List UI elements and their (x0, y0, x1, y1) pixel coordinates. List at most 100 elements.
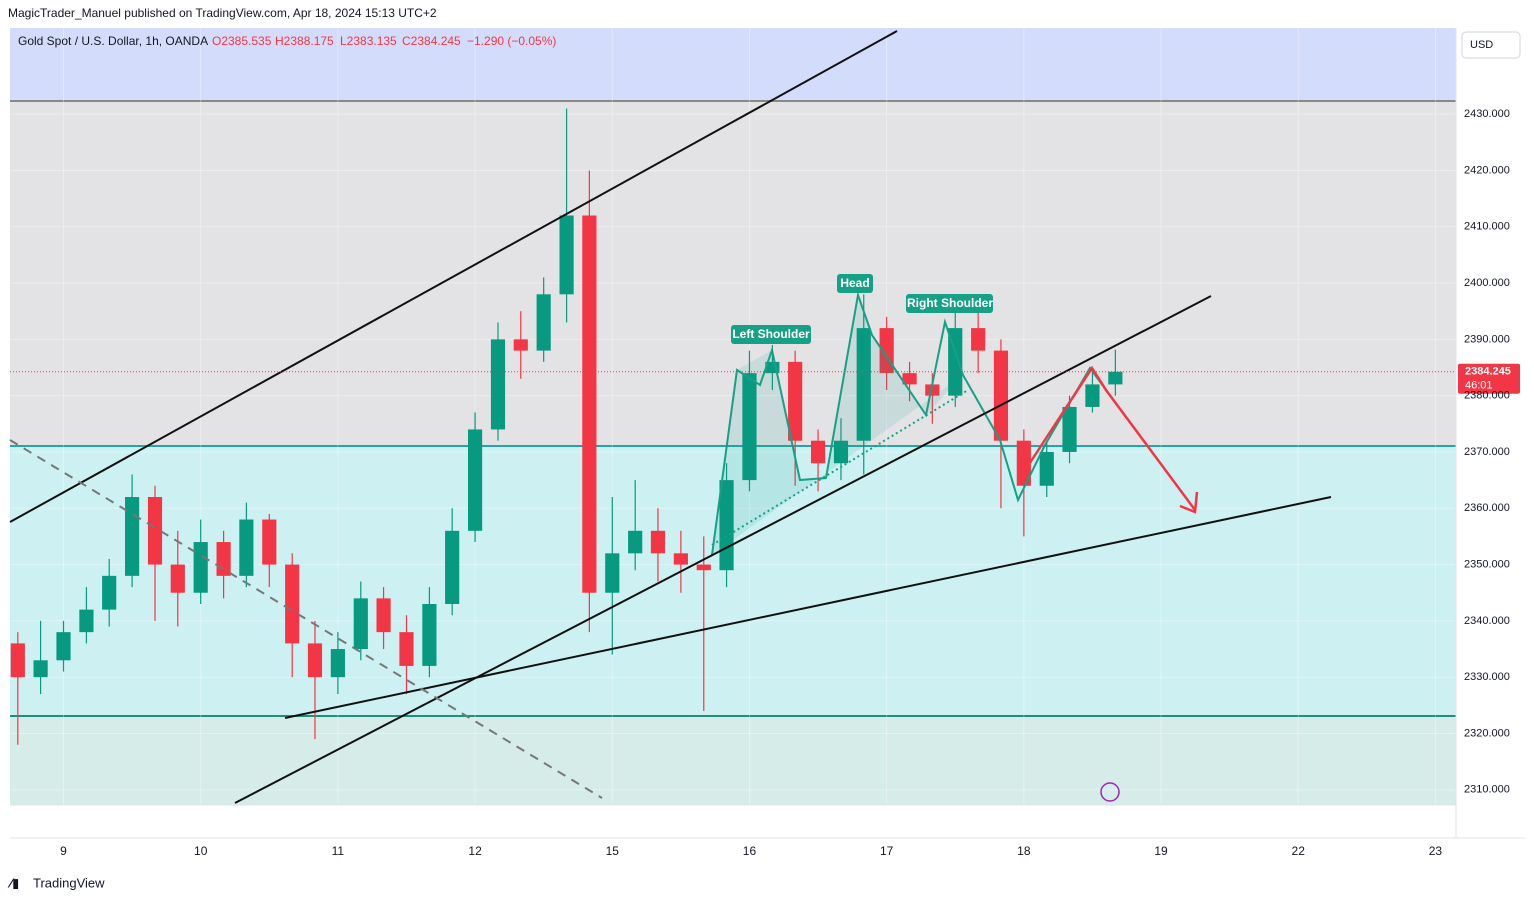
candle-body (1062, 406, 1077, 452)
candle-body (993, 350, 1009, 441)
candle-body (925, 384, 940, 396)
trend-line (9, 30, 898, 523)
projection-arrow (1018, 365, 1197, 511)
candle-body (696, 564, 711, 571)
candle-body (1085, 384, 1100, 407)
y-tick-label: 2350.000 (1464, 558, 1510, 570)
currency[interactable]: USD (1470, 39, 1493, 51)
arrow-head (1179, 491, 1199, 514)
trend-line (284, 496, 1332, 719)
zone-blue (10, 28, 1456, 101)
candle-body (353, 598, 368, 650)
candle-body (125, 497, 140, 576)
x-tick-label: 19 (1154, 844, 1168, 858)
label-box (906, 294, 993, 313)
y-tick-label: 2410.000 (1464, 221, 1510, 233)
candle-body (285, 564, 300, 644)
y-tick-label: 2320.000 (1464, 727, 1510, 739)
candle-body (971, 328, 986, 351)
candle-body (536, 294, 551, 351)
legend: Gold Spot / U.S. Dollar, 1h, OANDA O2385… (18, 34, 556, 48)
currency-button[interactable] (1461, 31, 1521, 59)
candle-body (605, 553, 620, 593)
countdown: 46:01 (1465, 380, 1493, 392)
candle-body (628, 530, 643, 554)
candle-body (56, 632, 71, 661)
candle-body (513, 339, 528, 351)
annotation: Head (840, 276, 869, 290)
candle-body (650, 530, 666, 554)
candle-body (193, 542, 208, 593)
ohlc-low: L2383.135 (340, 34, 397, 48)
candle-body (856, 328, 871, 441)
y-tick-label: 2360.000 (1464, 502, 1510, 514)
candle-body (102, 575, 117, 610)
candle-body (1039, 451, 1054, 486)
candle-body (948, 328, 963, 396)
candle-body (490, 339, 506, 430)
y-tick-label: 2400.000 (1464, 277, 1510, 289)
x-tick-label: 18 (1017, 844, 1031, 858)
y-tick-label: 2420.000 (1464, 164, 1510, 176)
candle-body (239, 519, 254, 576)
candle-body (765, 361, 780, 374)
y-tick-label: 2330.000 (1464, 671, 1510, 683)
x-tick-label: 12 (468, 844, 482, 858)
candle-body (33, 660, 48, 678)
candle-body (10, 643, 25, 678)
ohlc-high: H2388.175 (275, 34, 334, 48)
candle-body (559, 215, 574, 295)
x-tick-label: 9 (60, 844, 67, 858)
zones (10, 28, 1456, 805)
y-tick-label: 2380.000 (1464, 390, 1510, 402)
logo-mark: ⁄▮ (7, 875, 19, 890)
ohlc-open: O2385.535 (212, 34, 272, 48)
candle-body (788, 361, 803, 441)
candle-body (902, 373, 917, 385)
candle-body (79, 609, 94, 633)
candle-body (582, 215, 597, 593)
trend-line-dashed (9, 439, 603, 799)
annotation: Right Shoulder (907, 296, 993, 310)
drawings (9, 30, 1332, 804)
zone-green (10, 716, 1456, 805)
candle-body (445, 530, 460, 604)
trend-line (234, 295, 1212, 804)
x-tick-label: 10 (194, 844, 208, 858)
candle-body (307, 643, 323, 678)
last-price: 2384.245 (1465, 366, 1511, 378)
candle-body (216, 542, 231, 576)
price-tag: 2384.245 46:01 (10, 363, 1520, 394)
candles (10, 108, 1123, 745)
x-tick-label: 16 (743, 844, 757, 858)
candle-body (399, 632, 414, 666)
label-box (837, 274, 873, 293)
annotation: Left Shoulder (732, 327, 810, 341)
y-tick-label: 2340.000 (1464, 615, 1510, 627)
candle-body (833, 440, 849, 464)
x-tick-label: 22 (1292, 844, 1306, 858)
event-icon[interactable] (1100, 782, 1120, 802)
pattern-labels: Left Shoulder Head Right Shoulder (731, 274, 993, 344)
candle-body (147, 497, 163, 565)
candle-body (262, 519, 277, 565)
candle-body (810, 440, 826, 464)
candle-body (673, 553, 688, 565)
candle-body (170, 564, 185, 593)
candle-body (376, 598, 391, 633)
candle-body (1016, 440, 1031, 486)
candle-body (467, 429, 483, 531)
y-tick-label: 2370.000 (1464, 446, 1510, 458)
ohlc-close: C2384.245 (402, 34, 461, 48)
pattern-fill (712, 295, 963, 555)
x-tick-label: 17 (880, 844, 894, 858)
change: −1.290 (−0.05%) (467, 34, 556, 48)
candle-body (1108, 371, 1123, 385)
x-tick-label: 11 (332, 844, 345, 858)
pattern-line (711, 291, 1107, 556)
candle-body (422, 603, 437, 666)
y-tick-label: 2310.000 (1464, 784, 1510, 796)
candle-body (742, 373, 757, 481)
